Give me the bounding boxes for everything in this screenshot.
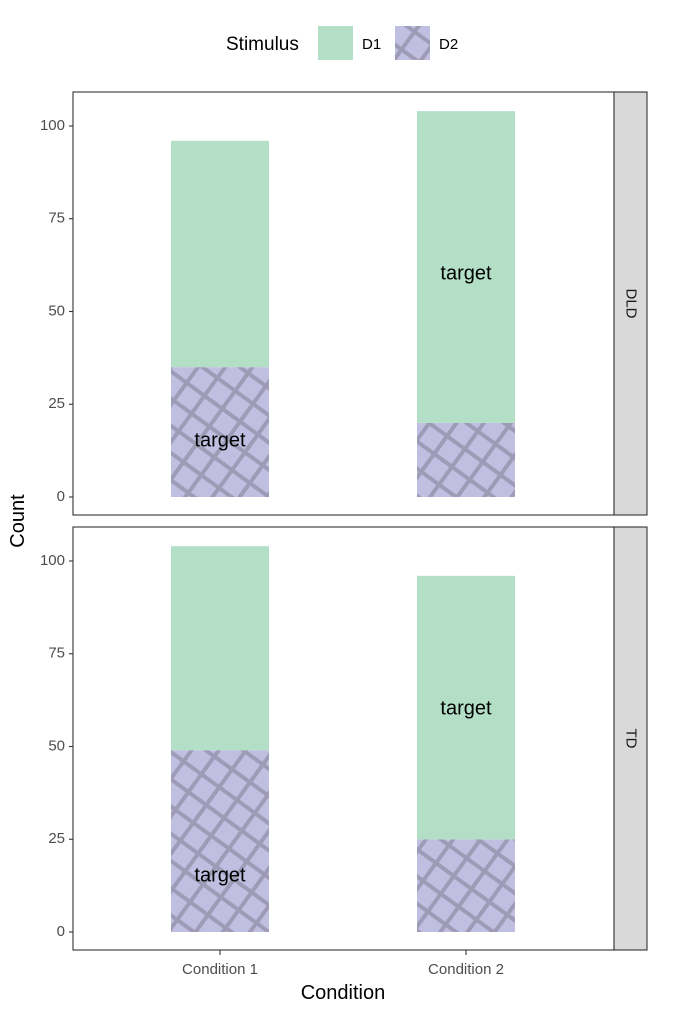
bar-d2-dld-cond1	[171, 367, 269, 497]
legend-key-d2	[395, 26, 430, 60]
x-axis: Condition 1 Condition 2	[182, 950, 504, 978]
panel-frame	[72, 526, 615, 951]
bar-d2-dld-cond2	[417, 422, 515, 497]
bar-annotation: target	[440, 698, 492, 720]
legend-label-d2: D2	[439, 36, 458, 53]
x-tick-label: Condition 2	[428, 961, 504, 978]
x-axis-title: Condition	[301, 982, 386, 1004]
y-tick-label: 0	[57, 923, 65, 940]
y-tick-label: 75	[48, 210, 65, 227]
y-tick-label: 0	[57, 488, 65, 505]
y-tick-label: 100	[40, 552, 65, 569]
legend: Stimulus D1 D2	[226, 26, 458, 60]
bar-annotation: target	[194, 430, 246, 452]
y-axis-title: Count	[7, 494, 29, 548]
bar-d1-td-cond2	[417, 575, 515, 840]
strip-label-dld: DLD	[623, 288, 640, 318]
legend-key-d1	[318, 26, 353, 60]
y-tick-label: 25	[48, 830, 65, 847]
strip-background	[613, 91, 648, 516]
legend-title: Stimulus	[226, 34, 299, 55]
facet-panels: DLD 0 25 50 75 100 target target TD 0 25 50 75 100 tar…	[40, 91, 648, 951]
y-tick-label: 50	[48, 737, 65, 754]
panel-td: TD 0 25 50 75 100 target target	[40, 526, 648, 951]
panel-dld: DLD 0 25 50 75 100 target target	[40, 91, 648, 516]
panel-frame	[72, 91, 615, 516]
bar-annotation: target	[194, 865, 246, 887]
bar-d2-td-cond2	[417, 839, 515, 932]
bar-d1-dld-cond2	[417, 111, 515, 423]
bar-d2-td-cond1	[171, 750, 269, 932]
bar-d1-dld-cond1	[171, 140, 269, 368]
y-tick-label: 50	[48, 302, 65, 319]
y-tick-label: 25	[48, 395, 65, 412]
legend-label-d1: D1	[362, 36, 381, 53]
strip-label-td: TD	[623, 729, 640, 749]
strip-background	[613, 526, 648, 951]
x-tick-label: Condition 1	[182, 961, 258, 978]
bar-annotation: target	[440, 263, 492, 285]
y-tick-label: 75	[48, 645, 65, 662]
y-tick-label: 100	[40, 117, 65, 134]
bar-d1-td-cond1	[171, 546, 269, 751]
